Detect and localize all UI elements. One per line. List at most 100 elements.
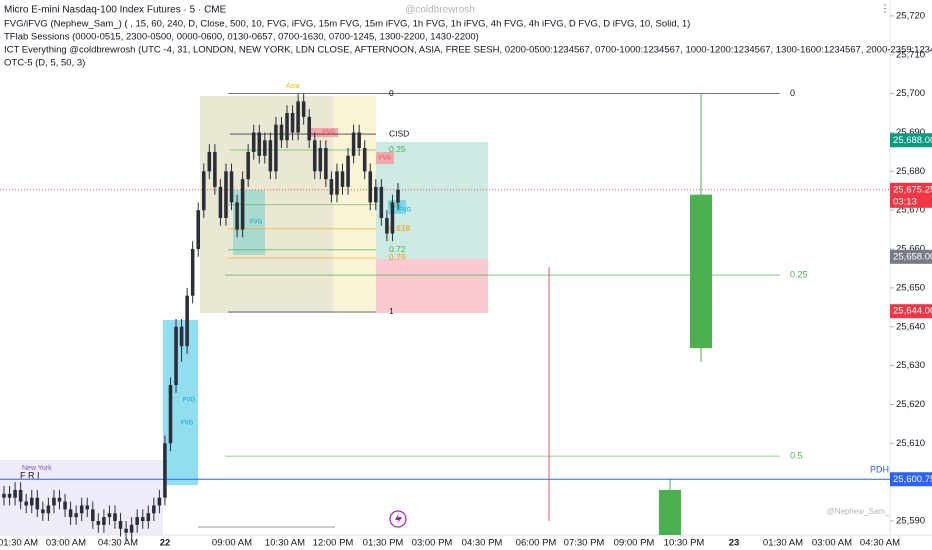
price-tag [890, 133, 932, 148]
candle-body [379, 186, 384, 218]
candle-body [368, 171, 373, 203]
candle-body [251, 132, 256, 152]
x-tick-label: 07:30 PM [564, 538, 605, 549]
x-tick-label: 03:00 PM [412, 538, 453, 549]
watermark: @coldbrewrosh [405, 5, 475, 16]
candle-body [301, 101, 306, 117]
price-tag-label: 25,688.00 [893, 135, 932, 146]
fvg-label: FVG [399, 208, 412, 214]
price-tag-label: 25,658.00 [893, 251, 932, 262]
candle-body [390, 202, 395, 234]
stop-box [376, 259, 488, 313]
session-label: New York [22, 465, 52, 472]
candle-body [351, 132, 356, 156]
candle-body [335, 171, 339, 195]
fvg-label: FVG [183, 398, 196, 404]
y-tick-label: 25,590 [896, 516, 925, 527]
candle-body [96, 521, 101, 525]
candle-body [152, 505, 156, 514]
price-tag-label: 25,675.25 [893, 184, 932, 195]
candle-body [46, 505, 51, 514]
candle-body [57, 497, 62, 502]
price-tag [890, 472, 932, 487]
fib-label: 0.618 [389, 223, 411, 233]
signature: @Nephew_Sam_ [827, 507, 890, 516]
candle-body [257, 132, 262, 156]
candle-body [290, 113, 295, 133]
candle-body [229, 171, 234, 203]
candle-body [35, 497, 40, 510]
fvg-box [376, 152, 394, 164]
y-tick-label: 25,700 [896, 88, 925, 99]
x-tick-label: 23 [729, 538, 740, 549]
y-tick-label: 25,630 [896, 360, 925, 371]
candle-body [362, 148, 367, 172]
candle-body [246, 151, 250, 180]
x-tick-label: 04:30 PM [462, 538, 503, 549]
candle-body [41, 509, 45, 514]
fib-label: 0.5 [389, 199, 401, 209]
y-tick-label: 25,670 [896, 205, 925, 216]
candle-body [374, 186, 378, 203]
candle-body [7, 493, 12, 498]
price-tag-label: 25,644.00 [893, 306, 932, 317]
candle-body [74, 513, 78, 518]
candle-body [163, 443, 167, 498]
x-tick-label: 12:00 PM [313, 538, 354, 549]
candle-body [13, 489, 17, 498]
candle-body [285, 113, 289, 141]
candle-body [29, 497, 34, 506]
fvg-box [308, 128, 338, 137]
price-tag [890, 182, 932, 208]
candle-body [318, 148, 323, 172]
x-tick-label: 04:30 AM [860, 538, 900, 549]
fib-label: 0 [790, 88, 795, 98]
y-tick-label: 25,710 [896, 49, 925, 60]
y-tick-label: 25,640 [896, 321, 925, 332]
event-icon[interactable] [389, 510, 407, 528]
candle-body [218, 186, 223, 218]
candle-body [185, 295, 189, 347]
fvg-label: FVG [379, 156, 392, 162]
candle-body [135, 517, 139, 525]
x-tick-label: 04:30 AM [98, 538, 138, 549]
candle-body [63, 501, 67, 510]
candle-body [118, 521, 123, 529]
session-label: F R I [20, 470, 40, 480]
x-tick-label: 22 [160, 538, 171, 549]
candle-body [396, 189, 400, 203]
fib-label: 0.25 [790, 269, 808, 279]
price-tag-label: 25,600.75 [893, 474, 932, 485]
candle-body [157, 497, 162, 506]
candle-body [324, 148, 328, 180]
menu-dots[interactable]: ⋮ [880, 4, 890, 15]
candle-body [340, 171, 345, 187]
x-tick-label: 01:30 AM [0, 538, 38, 549]
candle-body [346, 155, 350, 187]
pdh-label: PDH [870, 465, 889, 475]
candle-body [129, 524, 134, 533]
fib-label: 0.5 [790, 451, 803, 461]
fib-label: 0.72 [389, 244, 406, 254]
candle-body [79, 505, 84, 514]
candle-body [357, 132, 361, 149]
candle-body [312, 140, 317, 172]
candle-body [168, 385, 173, 444]
indicator: ICT Everything @coldbrewrosh (UTC -4, 31… [4, 45, 932, 56]
fvg-label: FVG [181, 421, 194, 427]
fvg-label: FVG [250, 220, 263, 226]
x-tick-label: 03:00 AM [46, 538, 86, 549]
candle-body [190, 249, 195, 296]
candle-body [68, 509, 73, 518]
candle-body [52, 497, 56, 506]
session-label: Asia [286, 83, 300, 90]
candle-body [174, 326, 178, 386]
fib-label: 0.79 [389, 252, 406, 262]
candle-body [146, 513, 151, 522]
fib-label: 0 [389, 88, 394, 98]
candle-body [196, 210, 200, 250]
candle-body [690, 194, 712, 349]
x-tick-label: 06:00 PM [516, 538, 557, 549]
candle-body [263, 140, 267, 156]
